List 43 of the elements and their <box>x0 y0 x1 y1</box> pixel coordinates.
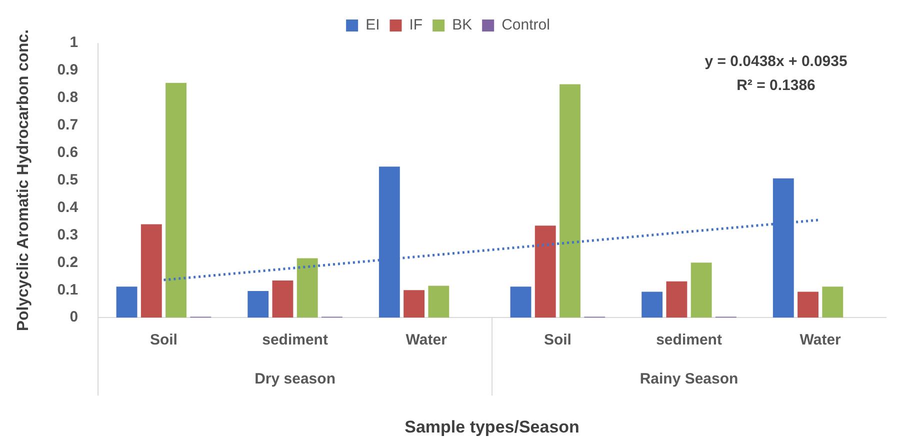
bar <box>116 286 138 318</box>
bar <box>248 290 269 318</box>
annotation: y = 0.0438x + 0.0935 <box>704 53 848 70</box>
y-tick-label: 0 <box>70 308 78 326</box>
bar <box>690 262 712 318</box>
legend-label: IF <box>409 16 423 34</box>
bar <box>404 290 425 318</box>
y-tick-label: 0.4 <box>57 198 79 216</box>
y-tick-label: 0.1 <box>57 281 78 298</box>
x-tick-label: Soil <box>544 332 572 349</box>
bar <box>296 258 318 318</box>
y-tick-label: 0.3 <box>57 226 78 244</box>
annotation: R² = 0.1386 <box>736 77 816 94</box>
y-tick-label: 0.5 <box>57 171 78 188</box>
y-tick-label: 0.2 <box>57 254 78 271</box>
bar <box>666 281 688 318</box>
x-tick-label: Soil <box>150 332 178 349</box>
y-tick-label: 1 <box>70 34 78 52</box>
y-axis-title: Polycyclic Aromatic Hydrocarbon conc. <box>15 29 32 332</box>
bar <box>560 84 580 318</box>
x-tick-label: sediment <box>262 332 328 349</box>
x-tick-label: Water <box>800 332 842 349</box>
bar <box>428 286 450 318</box>
y-tick-label: 0.6 <box>57 144 78 161</box>
bar <box>140 224 162 318</box>
bar <box>798 292 818 318</box>
x-tick-label: Water <box>406 332 448 349</box>
y-tick-label: 0.7 <box>57 116 78 134</box>
text: Rainy Season <box>640 370 738 388</box>
y-tick-label: 0.9 <box>57 62 78 79</box>
x-axis-title: Sample types/Season <box>404 417 580 436</box>
y-tick-label: 0.8 <box>57 89 78 106</box>
bar <box>534 226 556 318</box>
bar <box>642 292 663 318</box>
bar <box>822 286 844 318</box>
bar <box>166 82 186 318</box>
legend-label: BK <box>452 16 472 34</box>
x-tick-label: sediment <box>656 332 722 349</box>
bar <box>272 280 294 318</box>
bar <box>510 286 532 318</box>
legend-label: EI <box>366 16 380 34</box>
legend-label: Control <box>502 16 550 34</box>
text: Dry season <box>254 370 336 388</box>
